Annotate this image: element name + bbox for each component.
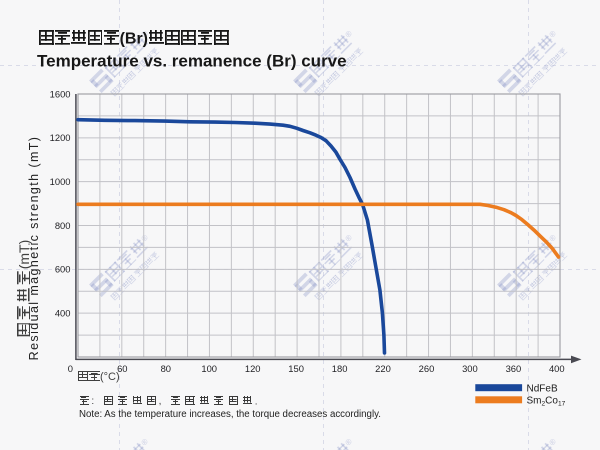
svg-text:600: 600 bbox=[55, 264, 71, 275]
svg-text:100: 100 bbox=[201, 363, 217, 374]
svg-text:NdFeB: NdFeB bbox=[527, 383, 558, 394]
svg-text:Sm2Co17: Sm2Co17 bbox=[527, 395, 566, 407]
svg-text:360: 360 bbox=[506, 363, 522, 374]
svg-text:Residual magnetic strength (mT: Residual magnetic strength (mT) bbox=[27, 136, 41, 361]
svg-text:180: 180 bbox=[332, 363, 348, 374]
svg-text:0: 0 bbox=[68, 363, 73, 374]
svg-text:Temperature vs. remanence (Br): Temperature vs. remanence (Br) curve bbox=[37, 51, 347, 70]
svg-text:1000: 1000 bbox=[50, 176, 71, 187]
svg-text:800: 800 bbox=[55, 220, 71, 231]
svg-text:300: 300 bbox=[462, 363, 478, 374]
svg-text:1200: 1200 bbox=[50, 132, 71, 143]
svg-text:Note: As the temperature incre: Note: As the temperature increases, the … bbox=[79, 409, 381, 420]
svg-text:400: 400 bbox=[549, 363, 565, 374]
svg-text:120: 120 bbox=[245, 363, 261, 374]
svg-text:220: 220 bbox=[375, 363, 391, 374]
svg-text:60: 60 bbox=[117, 363, 127, 374]
svg-text:150: 150 bbox=[288, 363, 304, 374]
svg-text:80: 80 bbox=[161, 363, 171, 374]
svg-text:1600: 1600 bbox=[50, 88, 71, 99]
svg-text:400: 400 bbox=[55, 308, 71, 319]
svg-text:260: 260 bbox=[419, 363, 435, 374]
